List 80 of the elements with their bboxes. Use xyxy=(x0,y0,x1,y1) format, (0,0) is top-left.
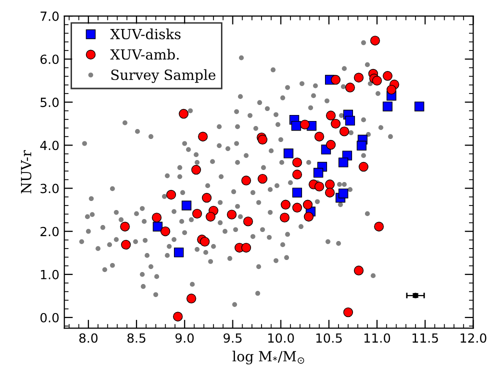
point xyxy=(370,36,380,46)
point xyxy=(300,120,310,130)
point xyxy=(284,148,294,158)
point xyxy=(382,71,392,81)
point xyxy=(326,140,336,150)
point xyxy=(243,216,253,226)
point xyxy=(186,294,196,304)
y-tick-label: 5.0 xyxy=(40,98,59,108)
point xyxy=(372,76,382,86)
x-tick-label: 10.5 xyxy=(316,333,342,343)
point xyxy=(292,202,302,213)
point xyxy=(280,212,290,222)
legend-label: XUV-amb. xyxy=(110,48,179,60)
legend-label: XUV-disks xyxy=(110,28,181,40)
point xyxy=(200,236,210,247)
point xyxy=(166,190,176,200)
y-tick-label: 2.0 xyxy=(40,226,59,236)
point xyxy=(354,72,364,82)
legend-label: Survey Sample xyxy=(111,69,216,83)
point xyxy=(386,84,396,95)
point xyxy=(178,108,189,119)
point xyxy=(339,126,350,136)
point xyxy=(326,110,336,120)
point xyxy=(304,212,314,222)
point xyxy=(325,188,335,198)
point xyxy=(174,248,184,258)
point xyxy=(292,158,302,168)
point xyxy=(414,102,424,112)
point xyxy=(121,240,131,250)
point xyxy=(292,188,302,198)
point xyxy=(382,102,392,112)
point xyxy=(191,164,202,175)
point xyxy=(302,200,313,210)
point xyxy=(280,200,290,210)
point xyxy=(198,132,208,142)
x-tick-label: 11.5 xyxy=(412,333,438,343)
y-axis-title: NUV-r xyxy=(21,150,32,194)
point xyxy=(356,140,366,151)
point xyxy=(291,120,302,131)
point xyxy=(345,116,355,126)
point xyxy=(173,312,183,322)
point xyxy=(241,242,252,253)
point xyxy=(192,208,202,219)
point xyxy=(338,188,348,198)
point xyxy=(120,222,130,232)
point xyxy=(338,158,348,168)
x-tick-label: 10.0 xyxy=(268,333,294,343)
point xyxy=(226,210,237,220)
point xyxy=(160,226,170,236)
y-tick-label: 1.0 xyxy=(40,270,59,280)
y-tick-label: 3.0 xyxy=(40,184,59,194)
point xyxy=(358,162,368,172)
point xyxy=(292,170,302,180)
point xyxy=(314,182,324,192)
point xyxy=(345,82,355,92)
point xyxy=(330,118,341,129)
y-tick-label: 4.0 xyxy=(40,140,59,150)
y-tick-label: 0.0 xyxy=(40,312,59,322)
point xyxy=(354,266,364,276)
x-tick-label: 12.0 xyxy=(460,333,486,343)
point xyxy=(152,212,162,222)
point xyxy=(258,174,268,184)
y-tick-label: 7.0 xyxy=(40,12,59,21)
point xyxy=(313,168,324,178)
x-tick-label: 8.5 xyxy=(127,333,146,343)
point xyxy=(206,212,216,222)
x-tick-label: 9.0 xyxy=(175,333,194,343)
point xyxy=(314,132,324,142)
point xyxy=(182,200,192,210)
point xyxy=(374,222,384,232)
point xyxy=(330,74,341,85)
y-tick-label: 6.0 xyxy=(40,54,59,64)
point xyxy=(343,307,354,318)
x-tick-label: 11.0 xyxy=(364,333,390,343)
point xyxy=(202,192,212,203)
x-axis-title: log M$_{*}$/M$_{⊙}$ xyxy=(232,350,304,364)
point xyxy=(325,180,335,190)
x-tick-label: 8.0 xyxy=(79,333,98,343)
point xyxy=(241,176,252,186)
x-tick-label: 9.5 xyxy=(224,333,242,343)
